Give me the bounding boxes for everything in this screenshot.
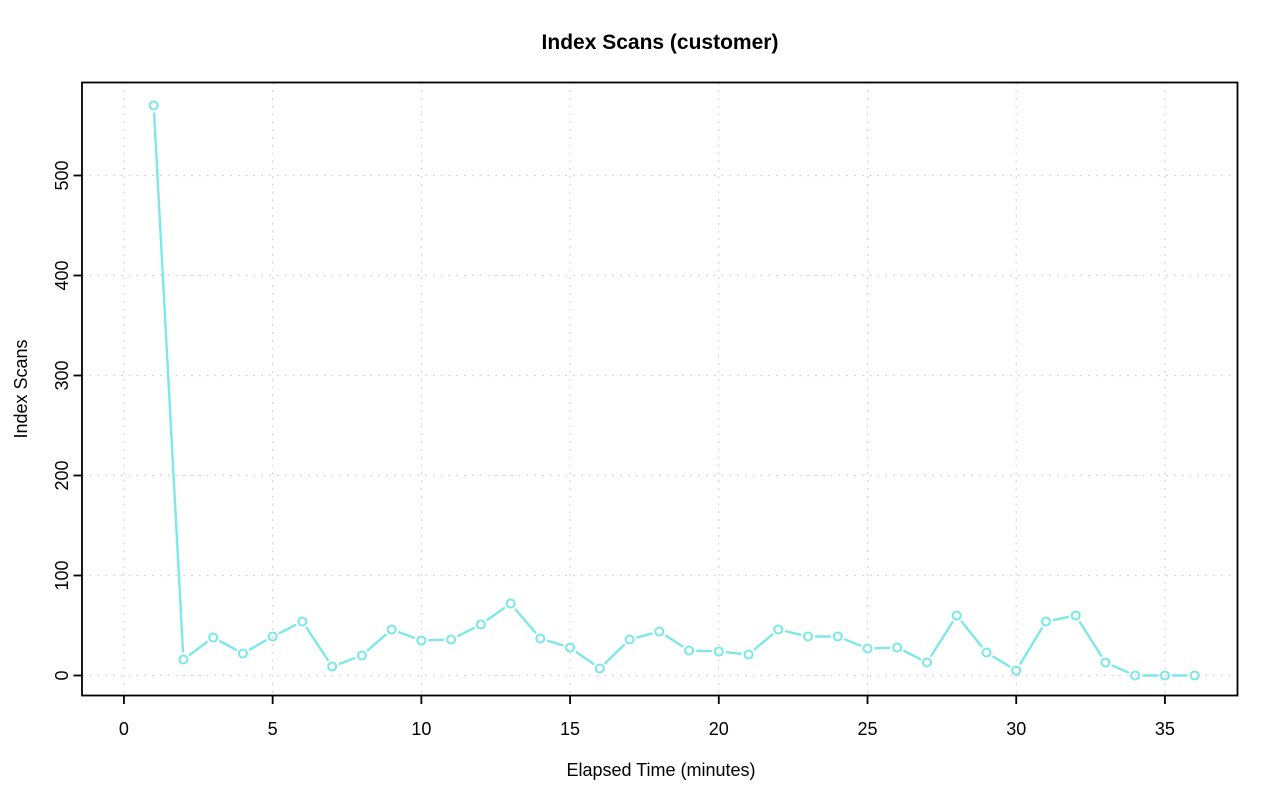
- series-segment: [248, 639, 267, 651]
- x-tick-label: 20: [709, 719, 729, 739]
- y-tick-label: 300: [52, 360, 72, 390]
- series-segment: [960, 620, 983, 648]
- series-segment: [546, 639, 564, 647]
- data-point-marker: [1130, 670, 1141, 681]
- data-point-marker: [892, 642, 903, 653]
- y-tick-label: 200: [52, 460, 72, 490]
- series-segment: [514, 608, 537, 634]
- series-segment: [1078, 621, 1103, 657]
- series-segment: [338, 657, 356, 665]
- series-segment: [664, 634, 684, 648]
- x-tick-label: 15: [560, 719, 580, 739]
- data-point-marker: [1070, 610, 1081, 621]
- series-segment: [152, 112, 185, 653]
- x-axis-label: Elapsed Time (minutes): [566, 760, 755, 780]
- y-axis-label: Index Scans: [11, 339, 31, 438]
- data-point-marker: [713, 646, 724, 657]
- data-point-marker: [773, 624, 784, 635]
- plot-generated-layer: 0 5 10 15 20 25 30 35 0 100 200 300 400 500: [52, 81, 1239, 739]
- x-tick-label: 10: [411, 719, 431, 739]
- y-tick-label: 400: [52, 260, 72, 290]
- data-point-marker: [1100, 657, 1111, 668]
- data-point-marker: [356, 650, 367, 661]
- data-point-marker: [327, 661, 338, 672]
- data-point-marker: [178, 654, 189, 665]
- data-point-marker: [832, 631, 843, 642]
- data-point-marker: [921, 657, 933, 668]
- data-point-marker: [535, 633, 546, 644]
- series-segment: [903, 649, 922, 661]
- series-segment: [575, 650, 595, 666]
- data-point-marker: [148, 100, 159, 111]
- data-point-marker: [565, 642, 576, 653]
- data-point-marker: [386, 624, 397, 635]
- data-point-marker: [267, 631, 278, 642]
- series-segment: [636, 632, 653, 639]
- series-segment: [604, 643, 626, 665]
- data-point-marker: [446, 634, 457, 645]
- series-segment: [992, 655, 1011, 668]
- data-point-marker: [743, 649, 754, 660]
- plot-frame: [81, 81, 1239, 697]
- series-segment: [397, 631, 416, 639]
- data-point-marker: [802, 631, 814, 642]
- y-tick-label: 100: [52, 560, 72, 590]
- series-segment: [366, 633, 387, 652]
- y-tick-label: 500: [52, 160, 72, 190]
- data-point-marker: [297, 616, 308, 627]
- series-segment: [784, 630, 802, 636]
- data-point-marker: [1040, 616, 1052, 627]
- chart-title: Index Scans (customer): [542, 31, 779, 54]
- x-tick-label: 0: [119, 719, 129, 739]
- data-point-marker: [981, 647, 992, 658]
- y-tick-label: 0: [52, 670, 72, 680]
- data-point-marker: [683, 645, 695, 656]
- series-segment: [753, 633, 774, 651]
- data-point-marker: [505, 598, 516, 609]
- series-segment: [725, 651, 742, 655]
- series-segment: [1111, 664, 1130, 674]
- series-segment: [305, 626, 329, 662]
- data-point-marker: [951, 610, 962, 621]
- data-point-marker: [208, 632, 219, 643]
- data-point-marker: [624, 634, 635, 645]
- series-segment: [278, 623, 297, 635]
- series-segment: [1019, 627, 1044, 665]
- data-point-marker: [416, 635, 427, 646]
- series-segment: [188, 641, 208, 656]
- series-segment: [930, 621, 954, 657]
- x-tick-label: 25: [857, 719, 877, 739]
- data-point-marker: [475, 619, 486, 630]
- series-segment: [219, 640, 238, 651]
- data-point-marker: [594, 663, 605, 674]
- data-point-marker: [1159, 670, 1170, 681]
- data-point-marker: [1189, 670, 1200, 681]
- x-tick-label: 30: [1006, 719, 1026, 739]
- data-point-marker: [237, 648, 248, 659]
- data-point-marker: [862, 643, 873, 654]
- x-tick-label: 35: [1155, 719, 1175, 739]
- series-segment: [1052, 615, 1070, 622]
- data-point-marker: [1011, 665, 1022, 676]
- series-segment: [843, 638, 862, 647]
- series-segment: [457, 626, 475, 638]
- series-segment: [486, 606, 506, 622]
- x-tick-label: 5: [268, 719, 278, 739]
- data-point-marker: [654, 626, 665, 637]
